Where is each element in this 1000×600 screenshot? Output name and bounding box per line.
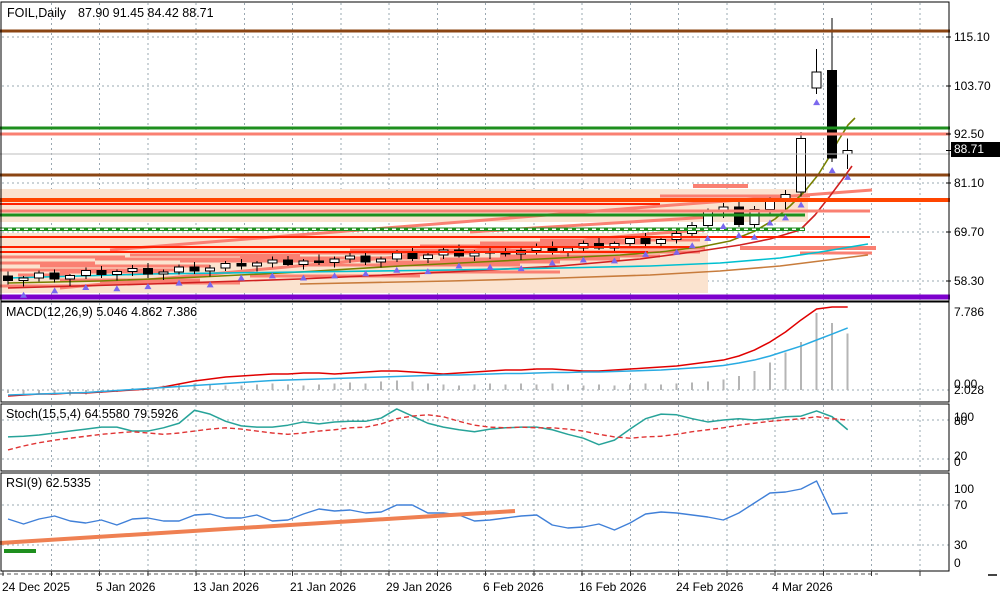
macd-name: MACD(12,26,9) <box>6 305 93 319</box>
date-axis-label: 24 Feb 2026 <box>676 580 744 594</box>
rsi-axis-label: 100 <box>954 482 975 496</box>
rsi-name: RSI(9) <box>6 476 43 490</box>
chart-title: FOIL,Daily 87.90 91.45 84.42 88.71 <box>7 6 214 20</box>
price-axis-label: 58.30 <box>954 274 985 289</box>
axis-resize-dash[interactable] <box>988 574 997 576</box>
price-axis-label: 92.50 <box>954 127 985 142</box>
ohlc-values: 87.90 91.45 84.42 88.71 <box>78 6 214 20</box>
date-axis-label: 4 Mar 2026 <box>772 580 833 594</box>
price-axis-label: 81.10 <box>954 176 985 191</box>
macd-values: 5.046 4.862 7.386 <box>96 305 198 319</box>
date-axis-label: 6 Feb 2026 <box>483 580 544 594</box>
macd-panel-label: MACD(12,26,9) 5.046 4.862 7.386 <box>6 305 197 319</box>
date-axis-label: 24 Dec 2025 <box>2 580 71 594</box>
date-axis-label: 21 Jan 2026 <box>290 580 357 594</box>
stoch-axis-label: 0 <box>954 455 961 469</box>
stoch-panel-label: Stoch(15,5,4) 64.5580 79.5926 <box>6 407 178 421</box>
stoch-axis-label: 100 <box>954 410 975 424</box>
stoch-values: 64.5580 79.5926 <box>84 407 179 421</box>
macd-axis-label: 0.00 <box>954 377 978 391</box>
symbol-period-label: FOIL,Daily <box>7 6 67 20</box>
macd-axis-label: 7.786 <box>954 305 985 319</box>
price-axis-label: 103.70 <box>954 78 991 93</box>
macd-axis-label: 2.028 <box>954 383 985 397</box>
price-axis-label: 115.10 <box>954 30 990 44</box>
rsi-axis-label: 70 <box>954 498 968 512</box>
date-axis-label: 13 Jan 2026 <box>193 580 260 594</box>
date-axis-label: 29 Jan 2026 <box>386 580 453 594</box>
stoch-axis-label: 20 <box>954 449 968 463</box>
rsi-axis-label: 0 <box>954 556 961 570</box>
date-axis-label: 5 Jan 2026 <box>96 580 156 594</box>
rsi-values: 62.5335 <box>45 476 91 490</box>
rsi-axis-label: 30 <box>954 538 968 552</box>
price-axis-label: 69.70 <box>954 225 985 240</box>
date-axis-label: 16 Feb 2026 <box>579 580 647 594</box>
rsi-panel-label: RSI(9) 62.5335 <box>6 476 91 490</box>
current-price-badge: 88.71 <box>951 142 1000 157</box>
stoch-name: Stoch(15,5,4) <box>6 407 82 421</box>
stoch-axis-label: 80 <box>954 414 968 428</box>
